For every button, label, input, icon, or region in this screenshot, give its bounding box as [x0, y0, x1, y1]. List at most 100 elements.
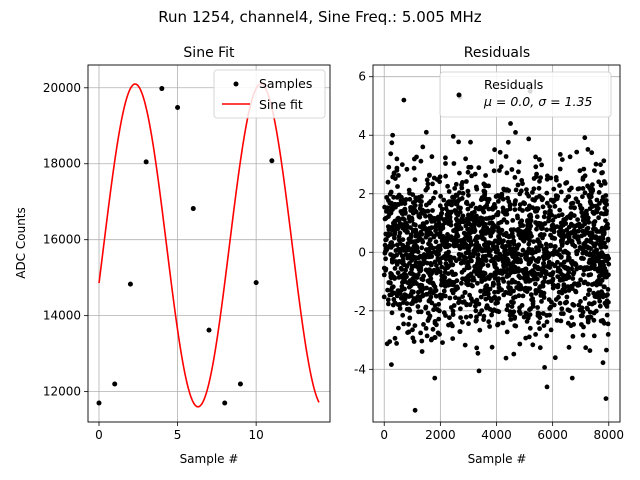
residual-point: [445, 244, 450, 250]
residual-point: [566, 270, 572, 275]
sample-point: [127, 281, 133, 287]
residual-point: [574, 149, 580, 155]
residual-point: [436, 220, 442, 226]
residual-point: [552, 203, 558, 209]
residual-point: [399, 197, 405, 203]
residual-point: [547, 208, 552, 214]
residual-point: [597, 298, 603, 304]
residual-point: [406, 284, 412, 290]
residual-point: [402, 247, 408, 253]
residual-point: [519, 268, 525, 274]
residual-point: [479, 195, 485, 201]
residual-point: [586, 287, 592, 293]
residual-point: [498, 164, 504, 170]
residual-point: [434, 270, 439, 276]
residual-point: [460, 191, 466, 196]
residual-point: [425, 181, 431, 187]
residual-point: [490, 206, 496, 212]
residual-point: [477, 327, 483, 333]
residual-point: [587, 348, 593, 353]
residual-point: [473, 318, 479, 324]
residual-point: [579, 246, 585, 252]
residual-point: [507, 243, 512, 249]
residual-point: [591, 226, 596, 232]
residual-point: [535, 259, 541, 264]
sample-point: [222, 400, 228, 406]
residual-point: [590, 254, 595, 259]
residual-point: [473, 184, 479, 190]
residual-point: [579, 255, 584, 261]
residual-point: [537, 232, 543, 238]
residual-point: [533, 288, 539, 293]
residual-point: [575, 217, 580, 223]
residual-point: [470, 253, 476, 259]
residual-point: [594, 247, 600, 253]
residual-point: [465, 261, 471, 266]
residual-point: [534, 226, 539, 232]
residual-point: [546, 262, 552, 268]
residual-point: [473, 205, 479, 211]
residual-point: [387, 191, 393, 197]
residual-point: [554, 318, 560, 323]
residual-outlier-point: [390, 132, 396, 138]
residual-point: [576, 302, 582, 308]
residual-point: [524, 319, 530, 324]
residual-point: [537, 193, 542, 199]
residual-point: [397, 291, 403, 296]
residual-point: [450, 134, 456, 139]
residual-point: [383, 215, 389, 221]
residual-point: [497, 168, 502, 173]
residual-point: [446, 249, 451, 255]
residual-point: [413, 260, 419, 265]
residual-point: [585, 215, 591, 221]
residual-point: [450, 312, 456, 317]
residual-point: [451, 161, 457, 166]
residual-point: [532, 197, 537, 203]
residual-point: [524, 249, 530, 255]
residual-point: [469, 258, 474, 264]
residual-point: [439, 210, 445, 216]
residual-point: [588, 272, 594, 277]
residual-point: [523, 335, 529, 341]
residual-point: [423, 213, 428, 219]
residual-point: [439, 277, 445, 283]
residual-point: [499, 287, 504, 293]
residual-point: [504, 211, 510, 217]
residual-point: [465, 246, 471, 251]
residual-point: [581, 324, 586, 330]
residual-point: [523, 279, 529, 284]
residual-point: [598, 245, 604, 250]
residual-point: [473, 308, 479, 314]
residual-point: [533, 174, 539, 180]
residual-point: [463, 250, 469, 256]
residual-point: [605, 332, 611, 337]
residual-point: [489, 312, 494, 318]
residual-point: [453, 295, 458, 301]
residual-point: [575, 234, 580, 240]
residual-point: [400, 237, 406, 243]
residual-point: [512, 316, 517, 321]
residual-point: [473, 303, 478, 309]
residual-point: [437, 226, 442, 232]
residual-point: [563, 300, 568, 306]
sine-fit-chart: Sine Fit 0 5 10 12000 14000 16000 18000 20000 S…: [14, 45, 331, 466]
residual-point: [434, 263, 439, 268]
residual-point: [526, 136, 532, 142]
residual-point: [412, 177, 418, 183]
residual-point: [485, 263, 491, 268]
residual-point: [546, 297, 552, 302]
residual-point: [443, 161, 448, 166]
residual-point: [403, 267, 408, 273]
residual-point: [577, 168, 583, 174]
residual-point: [543, 247, 549, 253]
residual-point: [461, 230, 467, 236]
residual-point: [382, 250, 388, 256]
residual-point: [477, 204, 483, 210]
residual-point: [462, 342, 468, 348]
residual-point: [447, 315, 452, 321]
residual-point: [407, 190, 412, 196]
residual-point: [527, 325, 533, 331]
residual-point: [502, 261, 508, 267]
residual-point: [482, 191, 488, 197]
